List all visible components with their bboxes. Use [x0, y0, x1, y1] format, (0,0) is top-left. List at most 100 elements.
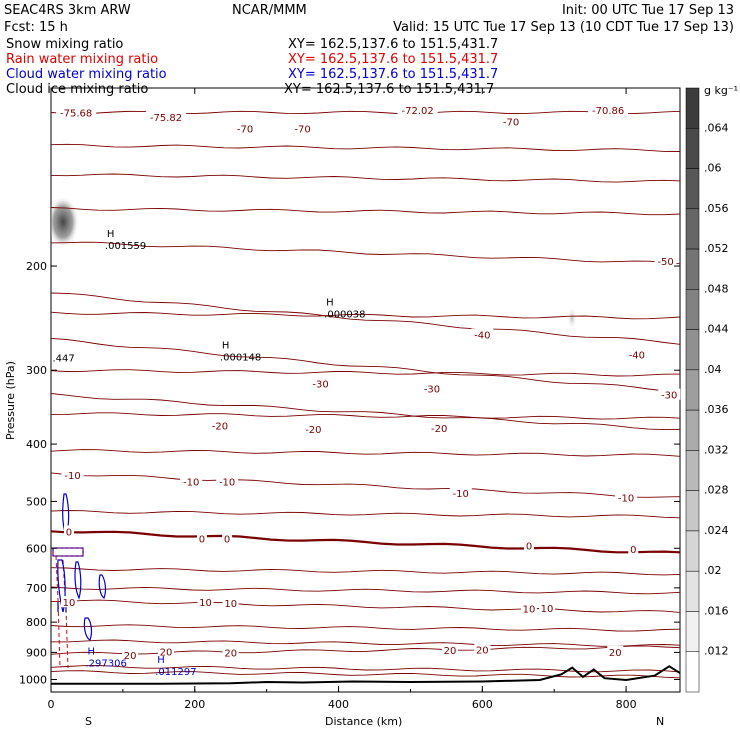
isotherm-line [51, 110, 680, 115]
colorbar-swatch [685, 168, 700, 210]
isotherm-label-bg [654, 254, 677, 266]
colorbar-label: .048 [704, 282, 729, 295]
colorbar-swatch [685, 490, 700, 532]
x-tick-label: 200 [184, 698, 205, 711]
isotherm-label: -30 [424, 384, 440, 395]
colorbar-label: .012 [704, 645, 729, 658]
isotherm-label-bg [441, 644, 458, 656]
y-tick-label: 1000 [19, 673, 47, 686]
isotherm-label: -10 [219, 478, 235, 489]
isotherm-label: -10 [183, 478, 199, 489]
y-tick-label: 700 [26, 582, 47, 595]
isotherm-line [51, 586, 680, 595]
colorbar-label: .016 [704, 604, 729, 617]
colorbar-swatch [685, 369, 700, 411]
isotherm-label: -30 [661, 391, 677, 402]
colorbar-label: .044 [704, 323, 729, 336]
isotherm-label: 0 [526, 542, 532, 553]
colorbar-swatch [685, 651, 700, 693]
y-tick-label: 200 [26, 260, 47, 273]
isotherm-label-bg [56, 106, 97, 118]
isotherm-label-bg [420, 382, 443, 394]
isotherm-label: 10 [63, 598, 76, 609]
isotherm-label: 20 [609, 648, 622, 659]
isotherm-label-bg [474, 643, 491, 655]
isotherm-label-bg [180, 475, 203, 487]
isotherm-label-bg [196, 532, 207, 544]
x-end-left: S [85, 715, 92, 728]
isotherm-label: 10 [541, 604, 554, 615]
isotherm-line [51, 241, 680, 265]
isotherm-label: -70 [503, 118, 519, 129]
colorbar-swatch [685, 570, 700, 612]
isotherm-label: 10 [523, 604, 536, 615]
valid-time: Valid: 15 UTC Tue 17 Sep 13 (10 CDT Tue … [393, 20, 734, 35]
y-tick-label: 300 [26, 364, 47, 377]
isotherm-label: 20 [124, 651, 137, 662]
isotherm-label-bg [291, 122, 314, 134]
isotherm-label-bg [428, 422, 451, 434]
colorbar-label: .06 [704, 162, 722, 175]
corner-value: .447 [52, 353, 74, 364]
field-xy-cloud-water: XY= 162.5,137.6 to 151.5,431.7 [288, 67, 498, 82]
isotherm-label: -75.68 [60, 108, 92, 119]
colorbar-label: .052 [704, 242, 729, 255]
isotherm-label: -50 [657, 257, 673, 268]
colorbar-swatch [685, 208, 700, 250]
isotherm-label-bg [615, 491, 638, 503]
isotherm-label: 0 [224, 535, 230, 546]
x-axis-label: Distance (km) [325, 715, 402, 728]
isotherm-label-bg [397, 104, 438, 116]
isotherm-line [51, 645, 680, 655]
isotherm-line [51, 143, 680, 152]
colorbar-swatch [685, 530, 700, 572]
isotherm-line [51, 472, 680, 498]
field-title-snow: Snow mixing ratio [6, 37, 123, 52]
isotherm-label: -40 [474, 330, 490, 341]
snow-shading [51, 196, 577, 330]
isotherm-label-bg [524, 539, 535, 551]
max-marker: H [222, 341, 230, 352]
isotherm-label: 0 [66, 527, 72, 538]
isotherm-line [51, 639, 680, 647]
isotherm-line [51, 173, 680, 183]
isotherm-label: 10 [224, 599, 237, 610]
isotherm-label-bg [158, 645, 175, 657]
isotherm-line [51, 599, 680, 613]
max-value: .000148 [220, 353, 261, 364]
isotherm-label-bg [449, 487, 472, 499]
model-title: SEAC4RS 3km ARW [4, 3, 131, 18]
cloud-water-contours [52, 493, 107, 641]
terrain-layer [51, 665, 680, 685]
x-tick-label: 600 [472, 698, 493, 711]
isotherm-label: 20 [476, 646, 489, 657]
max-marker: H [157, 655, 165, 666]
colorbar-swatch [685, 128, 700, 169]
isotherm-label-bg [607, 645, 624, 657]
isotherm-label-bg [471, 328, 494, 340]
contour-labels: -75.68 -75.82 -70 -70 -72.02 -70 -70.86 -50 -40 -… [56, 104, 681, 662]
isotherm-line [51, 449, 680, 457]
y-tick-label: 800 [26, 616, 47, 629]
colorbar-label: .04 [704, 363, 722, 376]
isotherm-label: -10 [453, 489, 469, 500]
terrain-line [51, 665, 680, 685]
colorbar-swatch [685, 329, 700, 371]
field-title-rain: Rain water mixing ratio [6, 52, 158, 67]
init-time: Init: 00 UTC Tue 17 Sep 13 [562, 3, 734, 18]
max-value: .001559 [105, 241, 146, 252]
isotherm-label: -70 [294, 124, 310, 135]
y-tick-label: 400 [26, 438, 47, 451]
isotherm-label-bg [222, 596, 239, 608]
isotherm-label: -10 [64, 471, 80, 482]
isotherm-line [51, 311, 680, 320]
isotherm-label-bg [521, 602, 538, 614]
isotherm-label-bg [588, 104, 629, 116]
max-marker: H [88, 647, 96, 658]
max-marker: H [107, 229, 115, 240]
max-value: .000038 [324, 309, 365, 320]
isotherm-label-bg [309, 377, 332, 389]
isotherm-label-bg [63, 525, 74, 537]
